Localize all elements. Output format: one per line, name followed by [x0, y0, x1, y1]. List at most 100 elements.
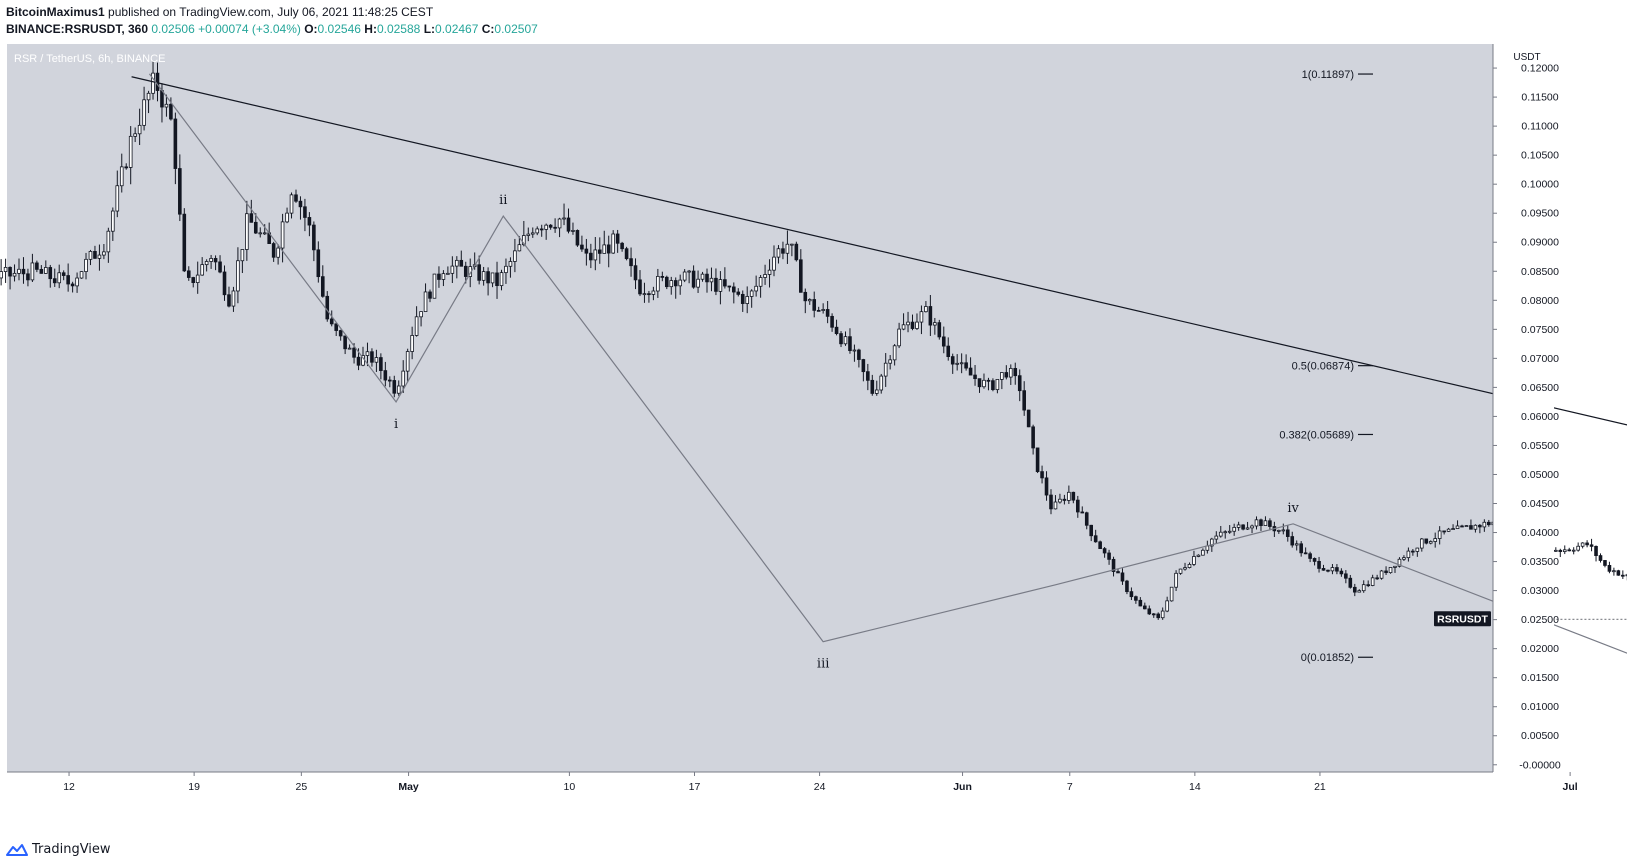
- candle-body: [1120, 572, 1125, 582]
- time-tick-label: 14: [1189, 781, 1201, 793]
- price-tick-label: 0.11000: [1521, 121, 1558, 133]
- candle-body: [70, 283, 75, 287]
- candle-body: [1384, 570, 1388, 574]
- candle-body: [133, 133, 137, 137]
- candle-body: [1478, 524, 1482, 528]
- candle-body: [593, 249, 598, 261]
- candle-body: [106, 230, 111, 253]
- candle-body: [1013, 368, 1018, 377]
- tradingview-logo-icon: [6, 843, 28, 856]
- candle-body: [142, 99, 146, 126]
- candle-body: [137, 124, 142, 135]
- candle-body: [522, 235, 526, 246]
- candle-body: [312, 224, 316, 251]
- candle-body: [1285, 529, 1290, 537]
- candle-body: [446, 272, 450, 275]
- price-tick-label: 0.08500: [1521, 266, 1559, 278]
- candle-body: [1598, 555, 1603, 561]
- candle-body: [526, 233, 531, 236]
- time-axis[interactable]: [7, 772, 1493, 800]
- candle-body: [1174, 572, 1178, 588]
- candle-body: [843, 336, 848, 345]
- candle-body: [1299, 543, 1303, 554]
- wave-label-i: i: [394, 417, 398, 432]
- author-name[interactable]: BitcoinMaximus1: [6, 5, 105, 19]
- time-tick-label: May: [398, 781, 419, 793]
- candle-body: [1214, 535, 1219, 540]
- candle-body: [1361, 584, 1366, 592]
- candle-body: [1151, 613, 1156, 616]
- candle-body: [1388, 567, 1393, 574]
- candle-body: [910, 321, 915, 329]
- candle-body: [204, 261, 209, 266]
- wave-label-iv: iv: [1287, 501, 1299, 516]
- candle-body: [1554, 549, 1558, 552]
- tradingview-logo[interactable]: TradingView: [6, 842, 111, 857]
- candle-body: [866, 371, 870, 381]
- candle-body: [1111, 558, 1116, 572]
- candle-body: [1218, 531, 1223, 537]
- candle-body: [1268, 520, 1272, 527]
- candle-body: [548, 224, 553, 228]
- close-label: C:: [481, 22, 495, 36]
- footer: TradingView: [0, 836, 1627, 867]
- price-tick-label: 0.06500: [1521, 382, 1559, 394]
- candle-body: [839, 333, 843, 345]
- candle-body: [437, 273, 441, 280]
- price-tick-label: 0.02500: [1521, 614, 1559, 626]
- candle-body: [513, 250, 517, 262]
- candle-body: [504, 265, 508, 274]
- candle-body: [1187, 564, 1192, 568]
- candle-body: [218, 261, 222, 273]
- candle-body: [749, 290, 754, 297]
- time-tick-label: 10: [564, 781, 576, 793]
- candle-body: [111, 210, 115, 232]
- candle-body: [258, 232, 263, 235]
- candle-body: [1107, 552, 1111, 560]
- candle-body: [1469, 525, 1473, 530]
- candle-body: [1379, 570, 1384, 579]
- candle-body: [432, 273, 437, 299]
- candle-body: [61, 272, 66, 276]
- candle-body: [799, 259, 803, 293]
- low-label: L:: [423, 22, 436, 36]
- candle-body: [1259, 519, 1263, 526]
- candle-body: [1339, 570, 1344, 575]
- candle-body: [745, 296, 750, 304]
- candle-body: [700, 273, 705, 280]
- candle-body: [1192, 556, 1196, 565]
- candle-body: [1062, 498, 1067, 501]
- candle-body: [151, 72, 155, 94]
- candle-body: [781, 248, 785, 254]
- candle-body: [271, 243, 276, 258]
- candle-body: [75, 277, 79, 287]
- candle-body: [736, 291, 741, 295]
- candle-body: [1080, 511, 1085, 514]
- candle-body: [1000, 372, 1004, 380]
- candle-body: [405, 351, 410, 372]
- candle-body: [1326, 569, 1330, 572]
- candle-body: [1049, 494, 1053, 510]
- candle-body: [673, 280, 678, 287]
- candle-body: [785, 243, 790, 254]
- candle-body: [66, 275, 70, 285]
- price-tick-label: 0.10000: [1521, 179, 1559, 191]
- candle-body: [477, 264, 481, 281]
- price-tick-label: 0.07000: [1521, 353, 1559, 365]
- price-axis[interactable]: [1493, 44, 1554, 772]
- candle-body: [240, 249, 245, 262]
- candle-body: [52, 278, 57, 284]
- candle-body: [231, 290, 236, 307]
- price-tick-label: 0.05500: [1521, 440, 1559, 452]
- candle-body: [973, 374, 977, 380]
- candle-body: [490, 272, 495, 284]
- last-price: 0.02506: [151, 22, 195, 36]
- price-chart[interactable]: RSR / TetherUS, 6h, BINANCEiiiiiiivv1(0.…: [0, 0, 1627, 836]
- candle-body: [392, 380, 397, 394]
- candle-body: [1330, 567, 1335, 572]
- candle-body: [253, 221, 258, 234]
- time-tick-label: Jun: [953, 781, 972, 793]
- candle-body: [1067, 491, 1071, 501]
- candle-body: [227, 294, 231, 307]
- candle-body: [968, 367, 973, 376]
